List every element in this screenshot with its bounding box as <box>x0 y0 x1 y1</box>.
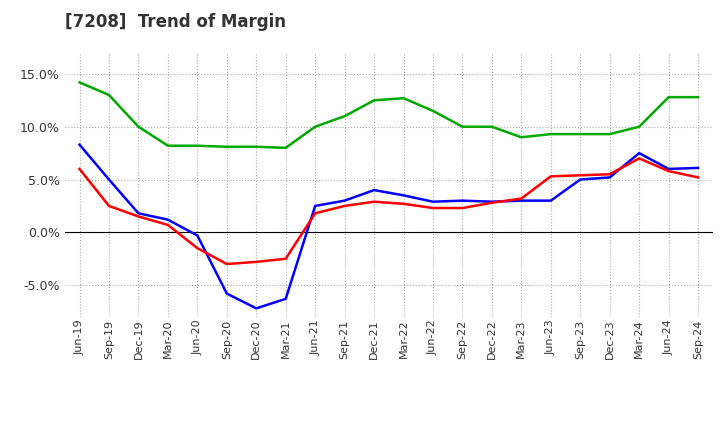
Operating Cashflow <box>665 95 673 100</box>
Net Income <box>163 222 172 227</box>
Ordinary Income <box>458 198 467 203</box>
Operating Cashflow <box>399 95 408 101</box>
Operating Cashflow <box>606 132 614 137</box>
Ordinary Income <box>399 193 408 198</box>
Net Income <box>517 196 526 201</box>
Ordinary Income <box>75 142 84 147</box>
Ordinary Income <box>487 199 496 204</box>
Net Income <box>134 214 143 219</box>
Net Income <box>104 203 113 209</box>
Ordinary Income <box>341 198 349 203</box>
Net Income <box>399 201 408 206</box>
Operating Cashflow <box>487 124 496 129</box>
Ordinary Income <box>163 217 172 222</box>
Operating Cashflow <box>635 124 644 129</box>
Ordinary Income <box>606 175 614 180</box>
Net Income <box>694 175 703 180</box>
Net Income <box>252 259 261 264</box>
Operating Cashflow <box>428 108 437 114</box>
Net Income <box>546 174 555 179</box>
Line: Operating Cashflow: Operating Cashflow <box>79 82 698 148</box>
Line: Ordinary Income: Ordinary Income <box>79 145 698 308</box>
Operating Cashflow <box>311 124 320 129</box>
Operating Cashflow <box>341 114 349 119</box>
Net Income <box>428 205 437 211</box>
Net Income <box>458 205 467 211</box>
Ordinary Income <box>428 199 437 204</box>
Ordinary Income <box>134 211 143 216</box>
Ordinary Income <box>576 177 585 182</box>
Line: Net Income: Net Income <box>79 158 698 264</box>
Operating Cashflow <box>104 92 113 98</box>
Operating Cashflow <box>193 143 202 148</box>
Net Income <box>193 246 202 251</box>
Ordinary Income <box>104 177 113 182</box>
Ordinary Income <box>370 187 379 193</box>
Ordinary Income <box>222 291 231 296</box>
Text: [7208]  Trend of Margin: [7208] Trend of Margin <box>65 13 286 31</box>
Ordinary Income <box>635 150 644 156</box>
Operating Cashflow <box>75 80 84 85</box>
Net Income <box>576 172 585 178</box>
Ordinary Income <box>665 166 673 172</box>
Net Income <box>606 172 614 177</box>
Operating Cashflow <box>252 144 261 150</box>
Net Income <box>311 211 320 216</box>
Operating Cashflow <box>458 124 467 129</box>
Ordinary Income <box>311 203 320 209</box>
Ordinary Income <box>193 233 202 238</box>
Ordinary Income <box>517 198 526 203</box>
Operating Cashflow <box>134 124 143 129</box>
Net Income <box>487 200 496 205</box>
Net Income <box>370 199 379 204</box>
Ordinary Income <box>282 296 290 301</box>
Operating Cashflow <box>282 145 290 150</box>
Net Income <box>635 156 644 161</box>
Net Income <box>75 166 84 172</box>
Operating Cashflow <box>370 98 379 103</box>
Net Income <box>665 169 673 174</box>
Net Income <box>282 256 290 261</box>
Ordinary Income <box>694 165 703 171</box>
Ordinary Income <box>546 198 555 203</box>
Operating Cashflow <box>222 144 231 150</box>
Operating Cashflow <box>163 143 172 148</box>
Net Income <box>341 203 349 209</box>
Operating Cashflow <box>694 95 703 100</box>
Operating Cashflow <box>517 135 526 140</box>
Net Income <box>222 261 231 267</box>
Operating Cashflow <box>546 132 555 137</box>
Operating Cashflow <box>576 132 585 137</box>
Ordinary Income <box>252 306 261 311</box>
